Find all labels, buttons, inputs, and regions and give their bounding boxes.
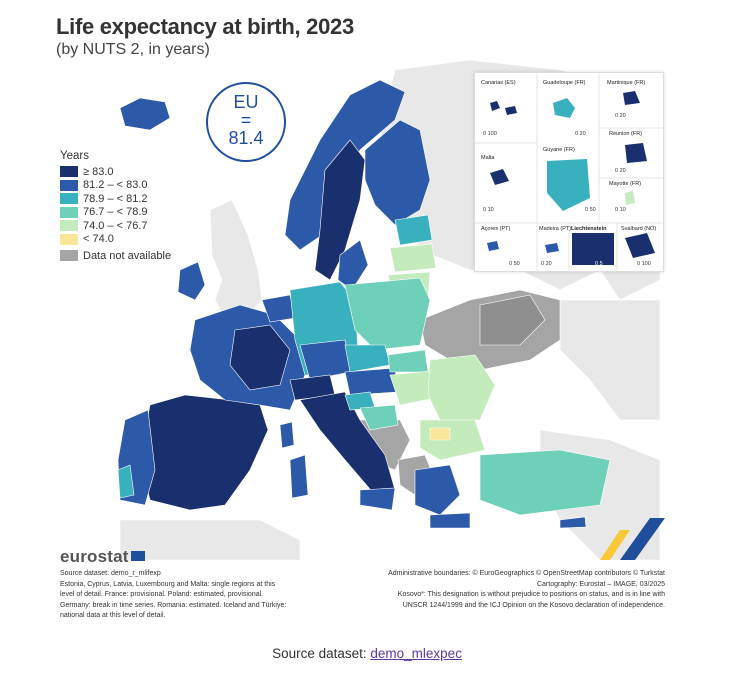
inset-scale-madeira: 0 20 [541, 261, 552, 267]
inset-label-canarias: Canarias (ES) [481, 80, 516, 86]
inset-label-liechtenstein: Liechtenstein [571, 226, 607, 232]
inset-grid [475, 73, 663, 271]
legend-swatch [60, 233, 78, 245]
scandinavia [284, 79, 431, 291]
south-east [419, 354, 496, 461]
eu-flag-icon [131, 551, 145, 561]
eu-average-badge: EU = 81.4 [206, 82, 286, 162]
footnote-line: UNSCR 1244/1999 and the ICJ Opinion on t… [402, 601, 665, 609]
eu-badge-equals: = [240, 110, 252, 130]
legend-item: Data not available [60, 249, 171, 263]
eurostat-stripe [600, 518, 665, 560]
footnotes-left: Source dataset: demo_r_mlifexp Estonia, … [60, 569, 335, 622]
legend-title: Years [60, 150, 89, 162]
uk-ireland [177, 199, 263, 319]
source-dataset: Source dataset: demo_mlexpec [0, 646, 734, 661]
legend-swatch [60, 166, 78, 178]
footnote-line: Kosovo*: This designation is without pre… [397, 591, 665, 598]
source-dataset-link[interactable]: demo_mlexpec [370, 646, 462, 661]
legend-label: ≥ 83.0 [83, 165, 114, 178]
legend-label: < 74.0 [83, 233, 114, 246]
inset-label-madeira: Madeira (PT) [539, 226, 572, 232]
legend-label: 76.7 – < 78.9 [83, 206, 148, 219]
legend-item: 74.0 – < 76.7 [60, 219, 171, 233]
inset-label-guadeloupe: Guadeloupe (FR) [543, 80, 586, 86]
inset-scale-guyane: 0 50 [585, 207, 596, 213]
legend-swatch [60, 250, 78, 262]
legend-item: 81.2 – < 83.0 [60, 179, 171, 193]
croatia-slovenia [344, 391, 399, 431]
legend-item: ≥ 83.0 [60, 165, 171, 179]
source-label: Source dataset: [272, 646, 367, 661]
footnotes-right: Administrative boundaries: © EuroGeograp… [340, 569, 665, 611]
map-title: Life expectancy at birth, 2023 [56, 14, 354, 39]
inset-scale-guadeloupe: 0 20 [575, 131, 586, 137]
legend-swatch [60, 206, 78, 218]
inset-scale-mayotte: 0 10 [615, 207, 626, 213]
inset-scale-liechtenstein: 0 5 [595, 261, 603, 267]
inset-label-mayotte: Mayotte (FR) [609, 181, 642, 187]
footnote-line: Germany: break in time series. Romania: … [60, 601, 287, 609]
eurostat-logo: eurostat [60, 547, 129, 566]
inset-label-guyane: Guyane (FR) [543, 147, 575, 153]
footnote-line: Estonia, Cyprus, Latvia, Luxembourg and … [60, 580, 276, 588]
footnote-line: national data at this level of detail. [60, 612, 166, 619]
inset-scale-svalbard: 0 100 [637, 261, 651, 267]
footnote-line: Source dataset: demo_r_mlifexp [60, 570, 161, 577]
alps-italy [279, 374, 396, 511]
legend-item: < 74.0 [60, 233, 171, 247]
eu-badge-value: 81.4 [228, 128, 264, 148]
footnote-line: Administrative boundaries: © EuroGeograp… [388, 570, 665, 577]
inset-scale-canarias: 0 100 [483, 131, 497, 137]
eu-badge-label: EU [233, 92, 259, 112]
inset-label-martinique: Martinique (FR) [607, 80, 646, 86]
iberia [117, 394, 269, 511]
legend-swatch [60, 179, 78, 191]
legend-swatch [60, 193, 78, 205]
legend-label: 74.0 – < 76.7 [83, 219, 148, 232]
map-subtitle: (by NUTS 2, in years) [56, 41, 210, 58]
inset-scale-reunion: 0 20 [615, 168, 626, 174]
iceland [119, 97, 171, 131]
inset-label-acores: Açores (PT) [481, 226, 511, 232]
legend-item: 76.7 – < 78.9 [60, 206, 171, 220]
footnote-line: Cartography: Eurostat – IMAGE, 03/2025 [536, 580, 665, 588]
footnote-line: level of detail. France: provisional. Po… [60, 591, 264, 598]
inset-scale-acores: 0 50 [509, 261, 520, 267]
legend-label: 78.9 – < 81.2 [83, 192, 148, 205]
greece-turkey [414, 449, 611, 529]
legend-label: 81.2 – < 83.0 [83, 179, 148, 192]
legend: Years ≥ 83.0 81.2 – < 83.0 78.9 – < 81.2 76… [60, 150, 171, 263]
inset-scale-malta: 0 10 [483, 207, 494, 213]
inset-label-malta: Malta [481, 155, 495, 161]
legend-swatch [60, 220, 78, 232]
central-west [261, 281, 359, 381]
inset-label-svalbard: Svalbard (NO) [621, 226, 657, 232]
inset-maps: Canarias (ES) 0 100 Guadeloupe (FR) 0 20… [474, 72, 664, 272]
inset-scale-martinique: 0 20 [615, 113, 626, 119]
legend-item: 78.9 – < 81.2 [60, 192, 171, 206]
legend-rows: ≥ 83.0 81.2 – < 83.0 78.9 – < 81.2 76.7 – <… [60, 165, 171, 263]
legend-label: Data not available [83, 249, 172, 262]
inset-label-reunion: Réunion (FR) [609, 131, 643, 137]
france [189, 304, 306, 411]
